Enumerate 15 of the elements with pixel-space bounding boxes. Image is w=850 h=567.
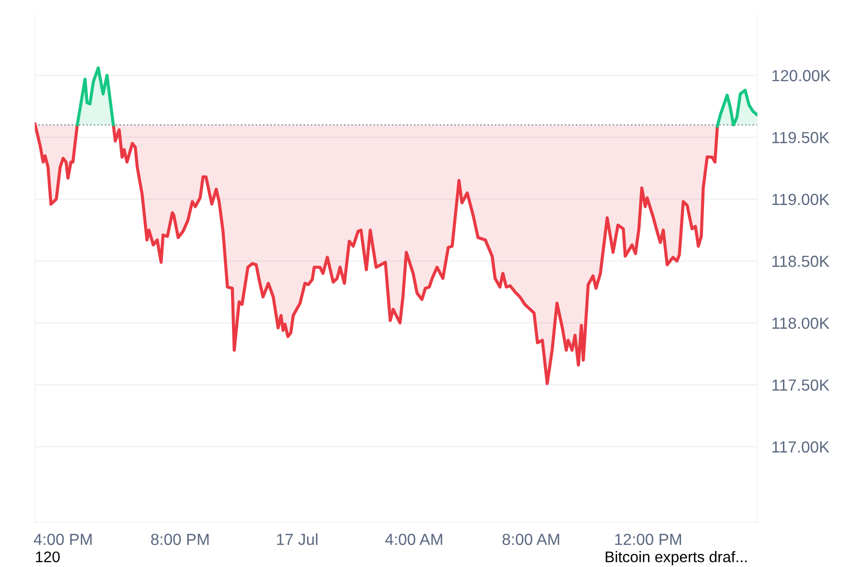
x-tick-label: 4:00 PM [34, 534, 92, 546]
x-tick-label: 8:00 AM [502, 534, 560, 546]
y-tick-label: 117.00K [772, 441, 830, 453]
x-tick-label: 17 Jul [277, 533, 318, 546]
x-tick-label: 12:00 PM [615, 534, 682, 546]
y-tick-label: 118.50K [772, 256, 830, 267]
y-tick-label: 120.00K [772, 70, 831, 82]
y-tick-label: 119.00K [772, 194, 830, 206]
text: Bitcoin experts draf... [606, 551, 747, 566]
y-tick-label: 118.00K [772, 318, 830, 329]
y-tick-label: 119.50K [772, 132, 830, 144]
x-tick-label: 4:00 AM [385, 534, 442, 546]
x-tick-label: 8:00 PM [151, 534, 209, 546]
text: 120 [36, 551, 60, 562]
y-tick-label: 117.50K [772, 379, 830, 391]
